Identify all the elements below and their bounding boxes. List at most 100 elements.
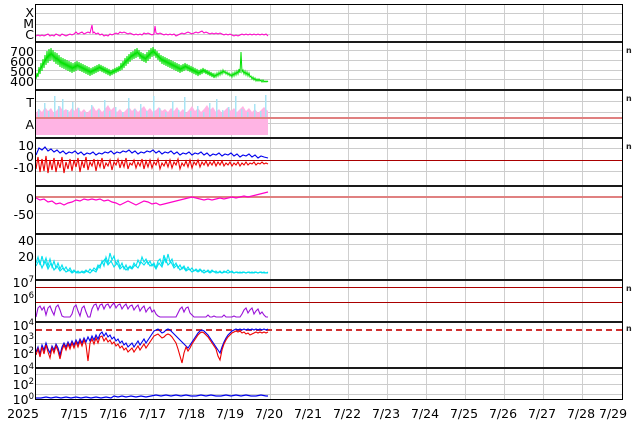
panel-dst-index: [36, 187, 622, 233]
gridline: [36, 260, 622, 261]
electron-threshold-1e7: [36, 287, 622, 288]
vgrid-0719: [231, 5, 232, 399]
imf-traces: [36, 146, 269, 174]
xtick-0724: 7/24: [410, 406, 440, 421]
xtick-0729: 7/29: [598, 406, 628, 421]
right-marker-n-3: n: [626, 142, 632, 151]
panel-separator: [36, 367, 622, 369]
vgrid-0717: [153, 5, 154, 399]
dst-trace: [36, 191, 269, 206]
ytick-electron-1e7: 107: [12, 275, 34, 291]
dst-zero-line: [36, 196, 622, 198]
ytick-activity-40: 40: [18, 233, 34, 248]
panel-separator: [36, 89, 622, 91]
vgrid-0727: [543, 5, 544, 399]
ytick-dst-0: 0: [26, 191, 34, 206]
vgrid-0728: [582, 5, 583, 399]
bz-zero-line: [36, 160, 622, 161]
xray-flux-trace: [36, 24, 269, 37]
vgrid-0722: [348, 5, 349, 399]
xtick-0720: 7/20: [254, 406, 284, 421]
temperature-trace: [38, 95, 267, 117]
ytick-imf-10: 10: [18, 138, 34, 153]
panel-separator: [36, 279, 622, 281]
vgrid-0723: [387, 5, 388, 399]
panel-xray-flux: [36, 5, 622, 41]
ytick-proton-1e2: 102: [12, 346, 34, 362]
right-marker-n-2: n: [626, 94, 632, 103]
ytick-xray-M: M: [23, 16, 34, 31]
xtick-year: 2025: [7, 406, 39, 421]
gridline: [36, 112, 622, 113]
xtick-0715: 7/15: [59, 406, 89, 421]
gridline: [36, 101, 622, 102]
vgrid-0720: [270, 5, 271, 399]
xtick-0723: 7/23: [371, 406, 401, 421]
gridline: [36, 60, 622, 61]
vgrid-0721: [309, 5, 310, 399]
panel-separator: [36, 137, 622, 139]
ytick-xray-X: X: [25, 5, 34, 20]
gridline: [36, 70, 622, 71]
gridline: [36, 394, 622, 395]
ytick-temperature-T: T: [26, 95, 34, 110]
panel-separator: [36, 321, 622, 323]
vgrid-0716: [114, 5, 115, 399]
panel-magnetic-field: [36, 139, 622, 185]
vgrid-0715: [75, 5, 76, 399]
gridline: [36, 213, 622, 214]
xtick-0718: 7/18: [176, 406, 206, 421]
ytick-heproton-1e0: 100: [12, 392, 34, 408]
gridline: [36, 50, 622, 51]
ytick-heproton-1e2: 102: [12, 377, 34, 393]
ytick-imf-0: 0: [26, 149, 34, 164]
right-marker-n-1: n: [626, 46, 632, 55]
gridline: [36, 34, 622, 35]
ytick-electron-1e6: 106: [12, 291, 34, 307]
density-threshold-line: [36, 117, 622, 119]
xtick-0725: 7/25: [449, 406, 479, 421]
panel-solar-wind-speed: [36, 43, 622, 89]
panel-proton-flux: [36, 323, 622, 367]
xtick-0721: 7/21: [293, 406, 323, 421]
xtick-0722: 7/22: [332, 406, 362, 421]
xtick-0716: 7/16: [98, 406, 128, 421]
vgrid-0718: [192, 5, 193, 399]
xtick-0728: 7/28: [566, 406, 596, 421]
plot-frame: [35, 4, 623, 400]
electron-flux-trace: [36, 302, 268, 318]
ytick-proton-1e3: 103: [12, 332, 34, 348]
gridline: [36, 374, 622, 375]
he-proton-trace: [36, 394, 268, 399]
gridline: [36, 171, 622, 172]
solar-wind-speed-trace: [36, 46, 269, 84]
xtick-0727: 7/27: [527, 406, 557, 421]
vgrid-0726: [504, 5, 505, 399]
ytick-density-A: A: [25, 117, 34, 132]
gridline: [36, 148, 622, 149]
ytick-xray-C: C: [25, 27, 34, 42]
panel-electron-flux: [36, 281, 622, 321]
gridline: [36, 79, 622, 80]
gridline: [36, 244, 622, 245]
proton-alert-threshold: [36, 329, 622, 331]
activity-trace: [36, 252, 269, 274]
right-marker-n-5: n: [626, 324, 632, 333]
ytick-proton-1e4: 104: [12, 318, 34, 334]
vgrid-0724: [426, 5, 427, 399]
gridline: [36, 123, 622, 124]
panel-separator: [36, 233, 622, 235]
ytick-activity-20: 20: [18, 249, 34, 264]
xtick-0717: 7/17: [137, 406, 167, 421]
electron-threshold-1e6: [36, 302, 622, 303]
ytick-heproton-1e4: 104: [12, 362, 34, 378]
panel-activity-index: [36, 235, 622, 279]
ytick-speed-500: 500: [10, 64, 34, 79]
xtick-0726: 7/26: [488, 406, 518, 421]
vgrid-0725: [465, 5, 466, 399]
gridline: [36, 343, 622, 344]
xtick-0719: 7/19: [215, 406, 245, 421]
gridline: [36, 13, 622, 14]
panel-separator: [36, 185, 622, 187]
